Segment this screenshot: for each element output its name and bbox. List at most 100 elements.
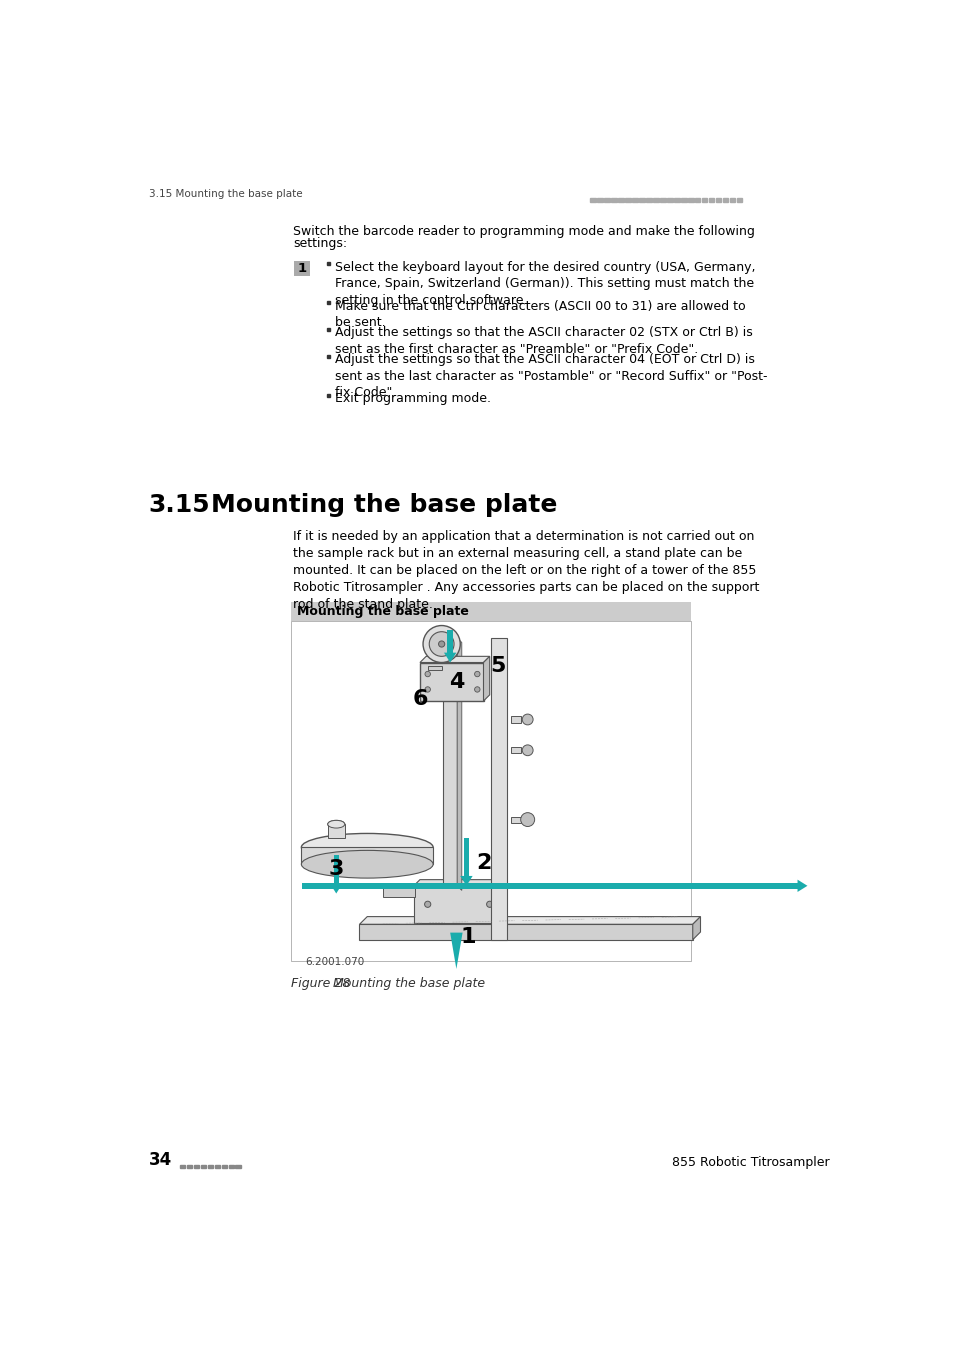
- Circle shape: [474, 671, 479, 676]
- Text: Adjust the settings so that the ASCII character 02 (STX or Ctrl B) is
sent as th: Adjust the settings so that the ASCII ch…: [335, 327, 752, 356]
- Polygon shape: [692, 917, 700, 940]
- Circle shape: [521, 714, 533, 725]
- Bar: [680, 198, 686, 202]
- Circle shape: [521, 745, 533, 756]
- Bar: [611, 198, 617, 202]
- Bar: [708, 198, 714, 202]
- Bar: [736, 198, 741, 202]
- Ellipse shape: [301, 850, 433, 878]
- Polygon shape: [797, 880, 806, 892]
- Bar: [632, 198, 637, 202]
- Text: Figure 28: Figure 28: [291, 976, 351, 990]
- Text: 2: 2: [476, 853, 491, 872]
- Bar: [327, 301, 330, 304]
- Text: 34: 34: [149, 1152, 172, 1169]
- Text: Exit programming mode.: Exit programming mode.: [335, 393, 490, 405]
- Bar: [653, 198, 658, 202]
- Ellipse shape: [328, 821, 344, 828]
- Text: Mounting the base plate: Mounting the base plate: [333, 976, 485, 990]
- Bar: [716, 198, 720, 202]
- Text: 1: 1: [297, 262, 307, 275]
- Bar: [291, 602, 691, 621]
- Bar: [301, 848, 433, 864]
- Bar: [443, 637, 456, 886]
- Bar: [235, 1165, 241, 1168]
- Bar: [674, 198, 679, 202]
- Text: 6: 6: [412, 690, 427, 710]
- Circle shape: [422, 625, 459, 663]
- Text: settings:: settings:: [293, 238, 347, 251]
- FancyBboxPatch shape: [294, 261, 310, 275]
- Circle shape: [424, 671, 430, 676]
- Text: Adjust the settings so that the ASCII character 04 (EOT or Ctrl D) is
sent as th: Adjust the settings so that the ASCII ch…: [335, 354, 766, 400]
- Bar: [193, 1165, 199, 1168]
- Bar: [327, 262, 330, 265]
- Bar: [427, 666, 441, 670]
- Polygon shape: [443, 652, 456, 663]
- Bar: [327, 355, 330, 358]
- Bar: [302, 883, 797, 888]
- Polygon shape: [498, 880, 505, 923]
- Polygon shape: [419, 656, 489, 663]
- Bar: [463, 838, 469, 876]
- Bar: [510, 747, 521, 753]
- Bar: [200, 1165, 206, 1168]
- Polygon shape: [456, 637, 461, 891]
- Bar: [327, 328, 330, 331]
- Bar: [624, 198, 630, 202]
- Circle shape: [429, 632, 454, 656]
- Polygon shape: [483, 656, 489, 701]
- Circle shape: [438, 641, 444, 647]
- Bar: [590, 198, 596, 202]
- Polygon shape: [359, 925, 692, 940]
- Bar: [639, 198, 644, 202]
- Circle shape: [424, 687, 430, 693]
- Bar: [291, 621, 691, 961]
- Bar: [327, 394, 330, 397]
- Bar: [334, 855, 338, 884]
- Text: Mounting the base plate: Mounting the base plate: [211, 493, 557, 517]
- Polygon shape: [359, 917, 700, 925]
- Polygon shape: [459, 876, 472, 886]
- Text: If it is needed by an application that a determination is not carried out on
the: If it is needed by an application that a…: [293, 531, 759, 612]
- Text: Select the keyboard layout for the desired country (USA, Germany,
France, Spain,: Select the keyboard layout for the desir…: [335, 261, 755, 306]
- Bar: [695, 198, 700, 202]
- Polygon shape: [414, 886, 498, 923]
- Bar: [229, 1165, 233, 1168]
- Bar: [687, 198, 693, 202]
- Bar: [382, 888, 415, 898]
- Polygon shape: [450, 933, 462, 969]
- Ellipse shape: [328, 821, 344, 828]
- Bar: [729, 198, 735, 202]
- Text: Switch the barcode reader to programming mode and make the following: Switch the barcode reader to programming…: [293, 225, 754, 238]
- Text: 1: 1: [459, 927, 476, 948]
- Text: Mounting the base plate: Mounting the base plate: [297, 605, 469, 618]
- Circle shape: [424, 902, 431, 907]
- Bar: [618, 198, 623, 202]
- Bar: [179, 1165, 185, 1168]
- Ellipse shape: [301, 833, 433, 861]
- Text: 4: 4: [448, 672, 463, 691]
- Bar: [221, 1165, 227, 1168]
- Bar: [208, 1165, 213, 1168]
- Bar: [491, 637, 506, 940]
- Text: 5: 5: [489, 656, 504, 676]
- Text: 855 Robotic Titrosampler: 855 Robotic Titrosampler: [671, 1156, 828, 1169]
- Circle shape: [486, 902, 493, 907]
- Bar: [214, 1165, 220, 1168]
- Circle shape: [520, 813, 534, 826]
- Bar: [419, 663, 483, 701]
- Text: 3.15: 3.15: [149, 493, 210, 517]
- Bar: [510, 717, 521, 722]
- Bar: [597, 198, 602, 202]
- Bar: [722, 198, 728, 202]
- Bar: [187, 1165, 192, 1168]
- Bar: [701, 198, 707, 202]
- Text: 3.15 Mounting the base plate: 3.15 Mounting the base plate: [149, 189, 302, 198]
- Text: 6.2001.070: 6.2001.070: [305, 957, 364, 967]
- Bar: [604, 198, 609, 202]
- Bar: [659, 198, 665, 202]
- Circle shape: [474, 687, 479, 693]
- Bar: [510, 817, 521, 822]
- Text: Make sure that the Ctrl characters (ASCII 00 to 31) are allowed to
be sent.: Make sure that the Ctrl characters (ASCI…: [335, 300, 744, 329]
